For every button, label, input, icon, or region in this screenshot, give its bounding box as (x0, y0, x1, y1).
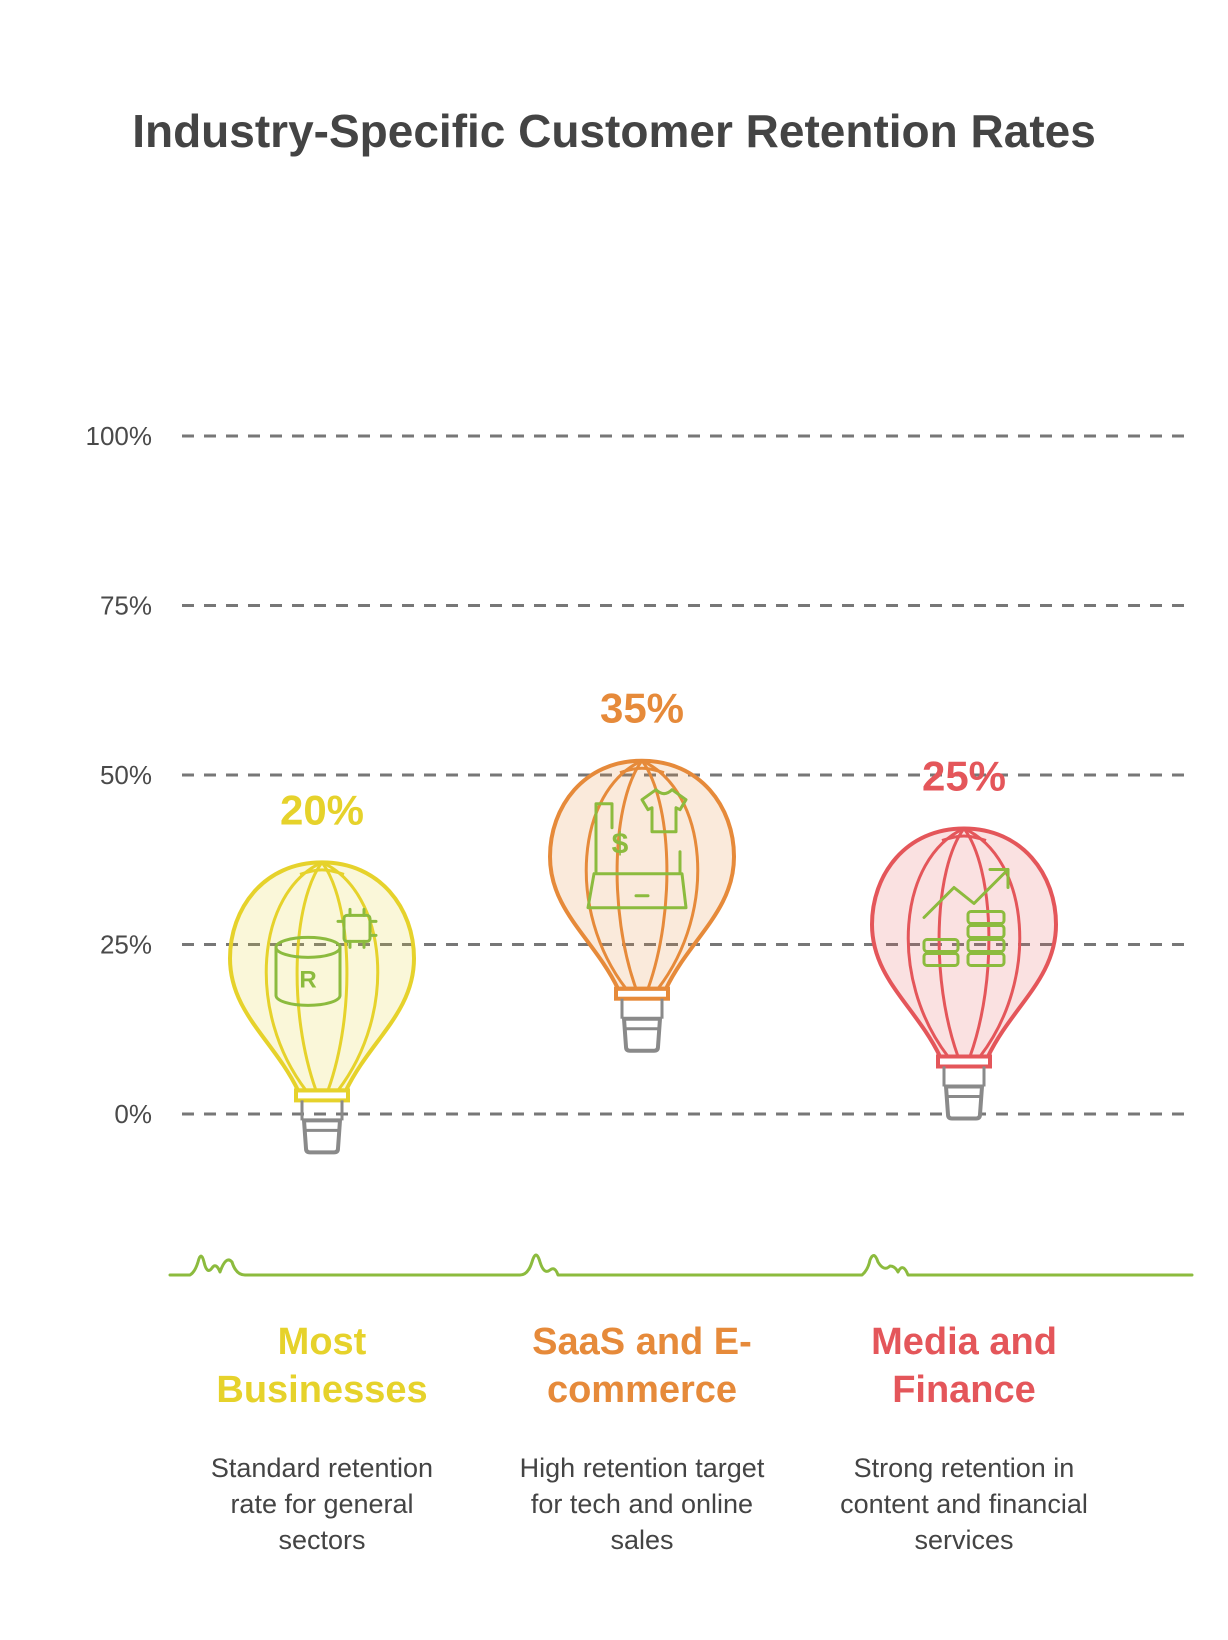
category-title-line: SaaS and E- (532, 1321, 752, 1363)
category-description-line: Standard retention (210, 1453, 434, 1483)
balloon-ring (936, 1054, 992, 1069)
y-axis-ticks: 0% 25% 50% 75% 100% (86, 421, 153, 1129)
balloons: R 20% $35% 25% (227, 685, 1059, 1155)
category-title-line: Businesses (216, 1369, 428, 1411)
category-description: High retention target for tech and online… (482, 1450, 802, 1558)
y-tick-label: 100% (86, 421, 153, 451)
category-description-line: sectors (278, 1525, 366, 1555)
value-label: 35% (600, 685, 684, 732)
svg-text:R: R (299, 966, 316, 993)
category-description-line: rate for general (230, 1489, 414, 1519)
balloon-envelope (869, 826, 1059, 1059)
category-title: Most Businesses (162, 1318, 482, 1414)
category-title: SaaS and E-commerce (482, 1318, 802, 1414)
balloon-1: R 20% (227, 786, 417, 1155)
balloon-ring (294, 1088, 350, 1103)
y-tick-label: 25% (100, 930, 152, 960)
category-description-line: services (914, 1525, 1014, 1555)
category-title-line: Media and (871, 1321, 1057, 1363)
category-title-line: Most (277, 1321, 367, 1363)
category-title: Media and Finance (804, 1318, 1124, 1414)
balloon-ring (614, 986, 670, 1001)
category-1: Most Businesses Standard retention rate for… (162, 1318, 482, 1558)
category-description-line: sales (610, 1525, 674, 1555)
svg-text:$: $ (612, 828, 629, 861)
category-2: SaaS and E-commerce High retention target… (482, 1318, 802, 1558)
chart-title: Industry-Specific Customer Retention Rat… (132, 105, 1096, 157)
y-tick-label: 50% (100, 760, 152, 790)
category-description-line: Strong retention in (853, 1453, 1075, 1483)
category-description: Strong retention in content and financial… (804, 1450, 1124, 1558)
growth-money-icon (922, 868, 1010, 967)
category-title-line: commerce (546, 1369, 738, 1411)
balloon-3: 25% (869, 753, 1059, 1121)
value-label: 20% (280, 786, 364, 833)
category-description-line: content and financial (840, 1489, 1088, 1519)
y-tick-label: 0% (114, 1099, 152, 1129)
balloon-2: $35% (547, 685, 737, 1053)
category-3: Media and Finance Strong retention in conte… (804, 1318, 1124, 1558)
balloon-basket (301, 1118, 343, 1155)
category-description-line: High retention target (519, 1453, 765, 1483)
laptop-shop-icon: $ (586, 788, 688, 910)
y-tick-label: 75% (100, 591, 152, 621)
grass-line (168, 1253, 1194, 1277)
balloon-basket (621, 1016, 663, 1053)
database-chip-icon: R (274, 907, 378, 1007)
value-label: 25% (922, 753, 1006, 800)
balloon-envelope (227, 860, 417, 1093)
category-description-line: for tech and online (530, 1489, 754, 1519)
balloon-basket (943, 1084, 985, 1121)
category-description: Standard retention rate for general sector… (162, 1450, 482, 1558)
category-title-line: Finance (892, 1369, 1036, 1411)
ground-line (168, 1253, 1194, 1277)
grid-lines (182, 434, 1192, 1116)
